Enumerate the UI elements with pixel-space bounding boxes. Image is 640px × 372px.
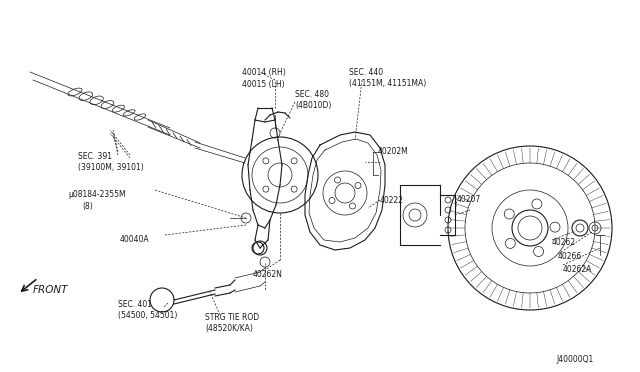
Text: (48520K/KA): (48520K/KA): [205, 324, 253, 333]
Text: 40202M: 40202M: [378, 147, 409, 156]
Text: (41151M, 41151MA): (41151M, 41151MA): [349, 79, 426, 88]
Text: (8): (8): [82, 202, 93, 211]
Text: (39100M, 39101): (39100M, 39101): [78, 163, 144, 172]
Text: (54500, 54501): (54500, 54501): [118, 311, 177, 320]
Text: SEC. 391: SEC. 391: [78, 152, 112, 161]
Text: 40262N: 40262N: [253, 270, 283, 279]
Text: 40015 (LH): 40015 (LH): [242, 80, 285, 89]
Text: SEC. 480: SEC. 480: [295, 90, 329, 99]
Text: 40262A: 40262A: [563, 265, 593, 274]
Text: µ08184-2355M: µ08184-2355M: [68, 190, 125, 199]
Text: SEC. 440: SEC. 440: [349, 68, 383, 77]
Text: 40207: 40207: [457, 195, 481, 204]
Text: FRONT: FRONT: [33, 285, 68, 295]
Text: J40000Q1: J40000Q1: [556, 355, 593, 364]
Text: 40014 (RH): 40014 (RH): [242, 68, 285, 77]
Text: (4B010D): (4B010D): [295, 101, 332, 110]
Text: STRG TIE ROD: STRG TIE ROD: [205, 313, 259, 322]
Text: 40262: 40262: [552, 238, 576, 247]
Text: 40266: 40266: [558, 252, 582, 261]
Text: 40040A: 40040A: [120, 235, 150, 244]
Text: 40222: 40222: [380, 196, 404, 205]
Text: SEC. 401: SEC. 401: [118, 300, 152, 309]
